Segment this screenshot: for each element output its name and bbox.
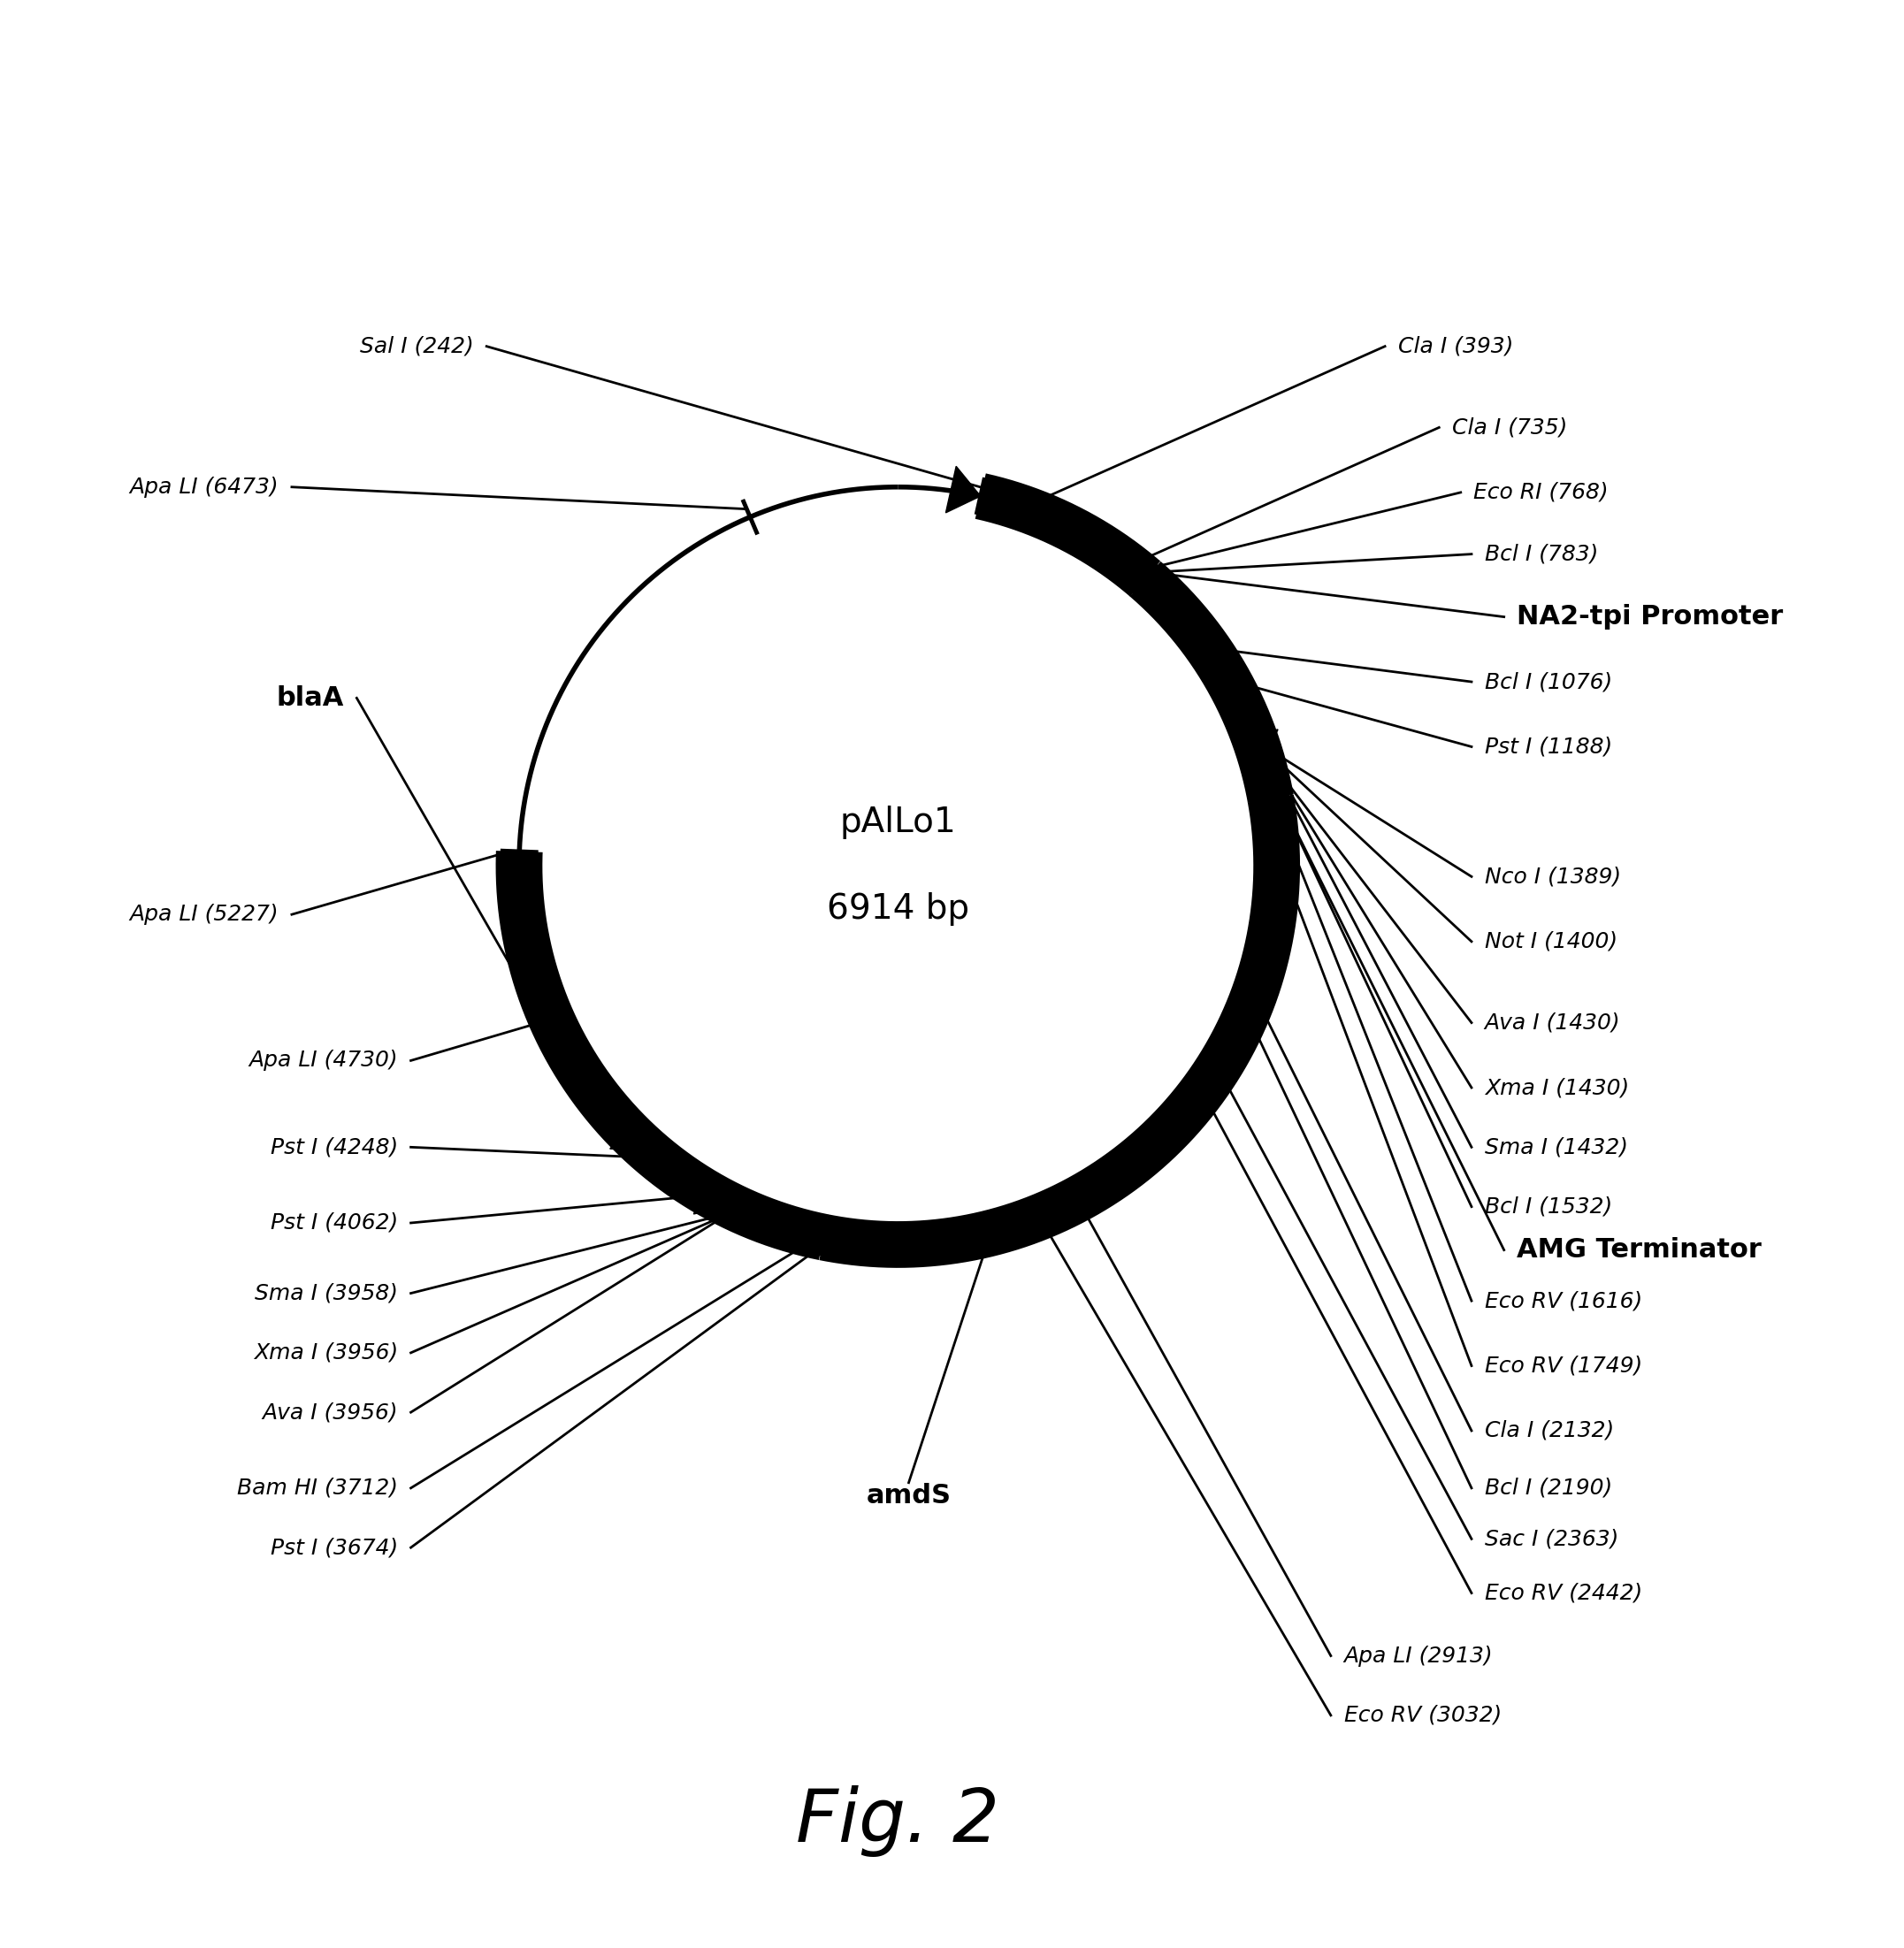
Text: Eco RV (3032): Eco RV (3032) <box>1344 1704 1502 1726</box>
Text: pAlLo1: pAlLo1 <box>840 806 956 840</box>
Polygon shape <box>609 1112 649 1151</box>
Text: Bam HI (3712): Bam HI (3712) <box>236 1477 398 1498</box>
Text: Pst I (3674): Pst I (3674) <box>270 1537 398 1558</box>
Text: Cla I (735): Cla I (735) <box>1453 417 1567 438</box>
Text: Nco I (1389): Nco I (1389) <box>1485 867 1620 886</box>
Text: Sma I (1432): Sma I (1432) <box>1485 1136 1628 1157</box>
Text: Apa LI (6473): Apa LI (6473) <box>129 477 278 497</box>
Text: Not I (1400): Not I (1400) <box>1485 931 1616 953</box>
Text: amdS: amdS <box>866 1482 952 1508</box>
Text: Pst I (4062): Pst I (4062) <box>270 1212 398 1233</box>
Text: NA2-tpi Promoter: NA2-tpi Promoter <box>1517 604 1784 629</box>
Polygon shape <box>946 466 981 512</box>
Text: Pst I (4248): Pst I (4248) <box>270 1136 398 1157</box>
Text: Cla I (393): Cla I (393) <box>1398 335 1514 356</box>
Text: Bcl I (2190): Bcl I (2190) <box>1485 1477 1613 1498</box>
Text: Apa LI (5227): Apa LI (5227) <box>129 904 278 925</box>
Text: blaA: blaA <box>276 686 345 711</box>
Text: Eco RV (1749): Eco RV (1749) <box>1485 1356 1641 1377</box>
Text: Apa LI (4730): Apa LI (4730) <box>249 1050 398 1071</box>
Text: Eco RV (1616): Eco RV (1616) <box>1485 1290 1641 1311</box>
Text: Xma I (3956): Xma I (3956) <box>253 1342 398 1364</box>
Text: Sma I (3958): Sma I (3958) <box>255 1282 398 1303</box>
Text: AMG Terminator: AMG Terminator <box>1517 1237 1761 1262</box>
Text: Pst I (1188): Pst I (1188) <box>1485 736 1613 758</box>
Text: Sal I (242): Sal I (242) <box>360 335 474 356</box>
Polygon shape <box>1232 729 1278 766</box>
Text: Bcl I (1532): Bcl I (1532) <box>1485 1196 1613 1218</box>
Text: Apa LI (2913): Apa LI (2913) <box>1344 1646 1493 1666</box>
Text: Cla I (2132): Cla I (2132) <box>1485 1420 1615 1442</box>
Polygon shape <box>693 1171 731 1214</box>
Text: Bcl I (1076): Bcl I (1076) <box>1485 672 1613 692</box>
Text: Ava I (3956): Ava I (3956) <box>263 1403 398 1422</box>
Text: Sac I (2363): Sac I (2363) <box>1485 1529 1618 1549</box>
Text: 6914 bp: 6914 bp <box>826 892 969 925</box>
Text: Eco RI (768): Eco RI (768) <box>1474 481 1609 503</box>
Text: Bcl I (783): Bcl I (783) <box>1485 543 1597 565</box>
Text: Xma I (1430): Xma I (1430) <box>1485 1077 1630 1099</box>
Text: Fig. 2: Fig. 2 <box>796 1786 1000 1856</box>
Text: Ava I (1430): Ava I (1430) <box>1485 1013 1620 1032</box>
Text: Eco RV (2442): Eco RV (2442) <box>1485 1582 1641 1603</box>
